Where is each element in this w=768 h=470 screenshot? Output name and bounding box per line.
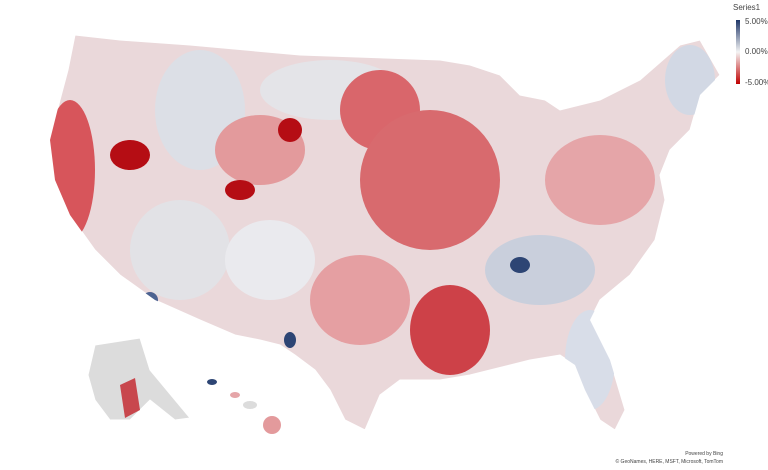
credits: © GeoNames, HERE, MSFT, Microsoft, TomTo… (615, 458, 723, 465)
legend-label: -5.00% (745, 78, 768, 87)
legend-label: 0.00% (745, 47, 768, 56)
contiguous-us (49, 34, 721, 431)
legend: Series1 5.00% 0.00% -5.00% (733, 3, 768, 87)
legend-label: 5.00% (745, 17, 768, 26)
legend-title: Series1 (733, 3, 761, 12)
attribution: Powered by Bing © GeoNames, HERE, MSFT, … (615, 451, 723, 465)
legend-gradient (736, 20, 740, 84)
alaska (87, 337, 191, 421)
regions (50, 45, 715, 410)
powered-by: Powered by Bing (685, 451, 723, 457)
hawaii (207, 379, 281, 434)
